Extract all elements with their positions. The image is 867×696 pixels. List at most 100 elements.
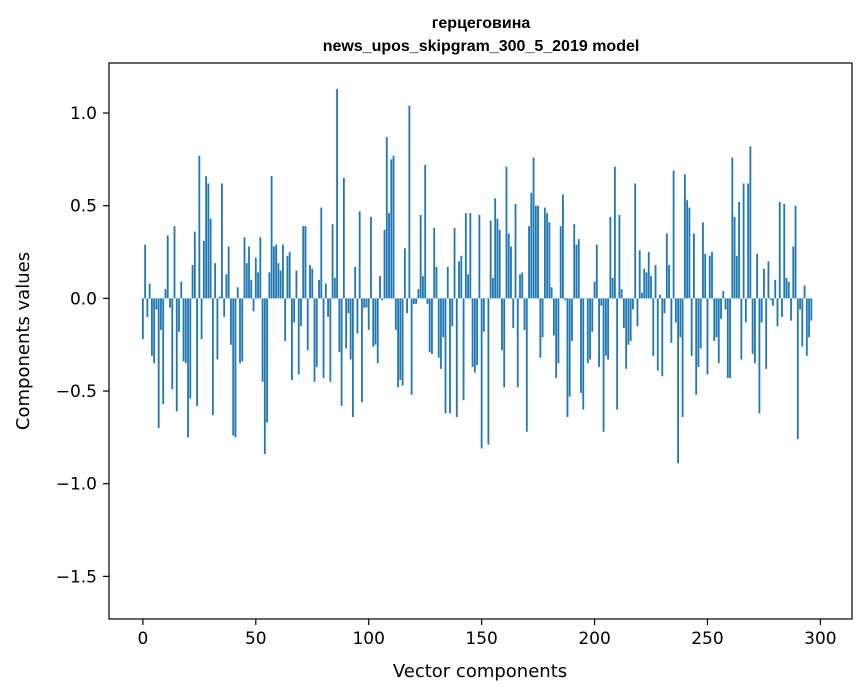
bar-278: [769, 298, 772, 301]
bar-12: [169, 298, 171, 308]
bar-117: [406, 298, 409, 314]
bar-160: [503, 298, 506, 388]
bar-91: [347, 298, 350, 314]
bar-104: [376, 298, 379, 364]
bar-85: [333, 277, 336, 299]
bar-79: [320, 207, 323, 299]
bar-7: [157, 298, 160, 429]
bar-227: [654, 265, 657, 299]
bar-211: [618, 214, 621, 299]
bar-76: [313, 298, 316, 382]
bar-114: [399, 298, 402, 380]
bar-217: [632, 298, 634, 310]
bar-3: [148, 283, 151, 299]
bar-20: [187, 298, 189, 438]
bar-163: [510, 246, 512, 299]
bar-60: [277, 263, 280, 299]
bar-185: [559, 226, 562, 299]
bar-41: [234, 298, 237, 438]
bar-156: [494, 198, 497, 299]
bar-151: [482, 298, 485, 332]
bar-35: [221, 183, 223, 299]
bar-90: [345, 298, 348, 349]
bar-281: [776, 298, 779, 327]
bar-184: [557, 298, 560, 364]
bar-68: [295, 270, 298, 299]
bar-274: [760, 298, 763, 323]
bar-249: [704, 253, 707, 299]
bar-16: [178, 298, 180, 332]
bar-253: [713, 298, 716, 341]
bar-224: [647, 252, 650, 299]
bar-140: [458, 261, 460, 299]
bar-261: [731, 157, 734, 299]
bar-59: [275, 244, 278, 299]
bar-50: [254, 257, 257, 299]
bar-10: [164, 289, 167, 299]
bar-162: [507, 233, 510, 299]
bar-165: [514, 203, 517, 299]
bar-236: [674, 298, 677, 323]
bar-209: [613, 166, 616, 299]
bar-263: [735, 255, 738, 299]
bar-237: [677, 298, 680, 464]
bar-129: [433, 227, 436, 299]
bar-183: [555, 298, 558, 379]
bars: [141, 88, 813, 464]
bar-116: [403, 248, 406, 299]
bar-25: [198, 155, 201, 299]
bar-100: [367, 298, 370, 330]
bar-121: [415, 298, 418, 304]
bar-42: [236, 287, 239, 299]
bar-33: [216, 298, 219, 360]
bar-262: [733, 216, 736, 299]
bar-250: [706, 298, 709, 375]
bar-18: [182, 298, 185, 362]
bar-36: [223, 298, 226, 317]
bar-24: [196, 298, 198, 406]
bar-219: [636, 298, 639, 327]
bar-57: [270, 176, 273, 299]
y-tick-label: 0.5: [70, 197, 97, 217]
bar-226: [652, 298, 655, 356]
y-axis: −1.5 −1.0 −0.5 0.0 0.5 1.0: [56, 104, 109, 587]
bar-96: [358, 211, 361, 299]
bar-107: [383, 229, 386, 299]
bar-141: [460, 255, 463, 299]
bar-193: [577, 239, 580, 299]
bar-88: [340, 298, 343, 406]
bar-259: [726, 298, 729, 379]
bar-17: [180, 281, 183, 299]
x-axis: 0 50 100 150 200 250 300: [137, 619, 837, 649]
bar-157: [496, 218, 499, 299]
bar-294: [805, 298, 808, 356]
bar-251: [708, 255, 711, 299]
bar-233: [668, 265, 670, 299]
bar-14: [173, 226, 176, 299]
bar-284: [783, 203, 786, 299]
bar-105: [379, 276, 381, 299]
bar-125: [424, 164, 427, 299]
bar-144: [467, 274, 469, 299]
bar-286: [787, 281, 790, 299]
bar-2: [146, 298, 149, 317]
bar-143: [464, 213, 467, 299]
bar-198: [589, 298, 591, 360]
bar-288: [792, 246, 795, 299]
bar-192: [575, 244, 578, 299]
bar-158: [498, 229, 501, 299]
bar-202: [598, 298, 600, 367]
bar-122: [417, 289, 420, 299]
bar-55: [266, 298, 268, 423]
bar-65: [288, 252, 291, 299]
bar-289: [794, 205, 797, 299]
bar-207: [609, 216, 612, 299]
bar-228: [656, 298, 659, 371]
bar-168: [521, 272, 524, 299]
bar-28: [205, 176, 208, 299]
bar-138: [453, 227, 456, 299]
bar-110: [390, 159, 393, 299]
bar-98: [363, 298, 366, 308]
bar-22: [191, 265, 194, 299]
bar-177: [541, 298, 544, 338]
